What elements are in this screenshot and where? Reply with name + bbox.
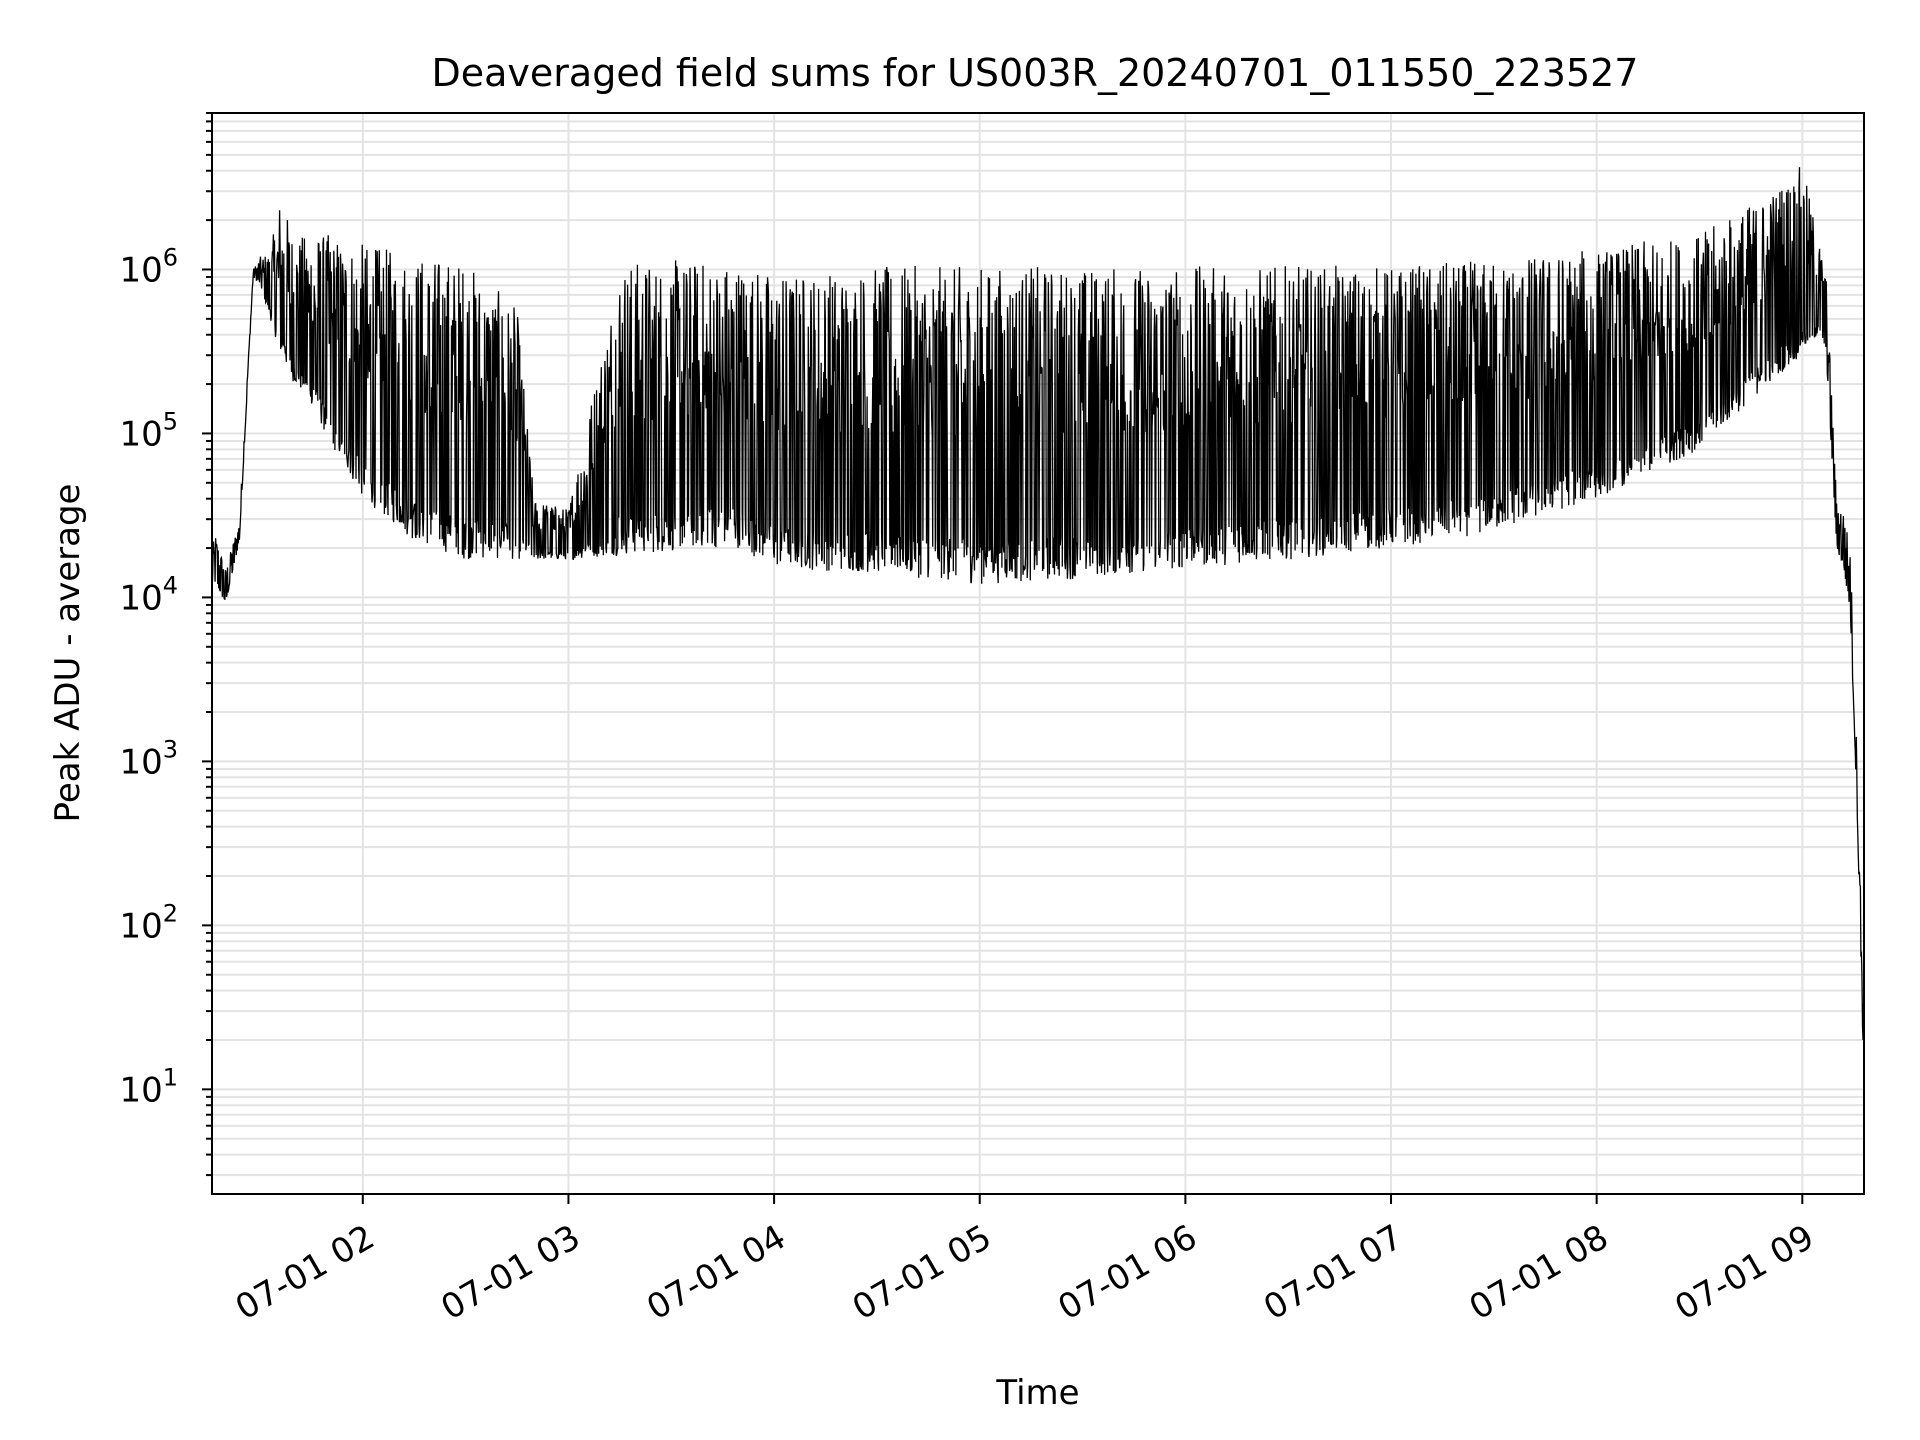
chart-title: Deaveraged field sums for US003R_2024070… bbox=[432, 51, 1639, 95]
series-layer bbox=[211, 167, 1865, 1081]
x-tick-label: 07-01 05 bbox=[846, 1217, 998, 1328]
x-tick-label: 07-01 07 bbox=[1257, 1217, 1409, 1328]
x-tick-label: 07-01 03 bbox=[435, 1217, 587, 1328]
x-tick-label: 07-01 09 bbox=[1668, 1217, 1820, 1328]
y-tick-exponent: 1 bbox=[163, 1063, 178, 1091]
y-tick-exponent: 3 bbox=[163, 735, 178, 763]
x-tick-label: 07-01 02 bbox=[229, 1217, 381, 1328]
x-tick-label: 07-01 08 bbox=[1463, 1217, 1615, 1328]
x-axis-label: Time bbox=[995, 1373, 1079, 1413]
y-axis-label: Peak ADU - average bbox=[48, 484, 88, 823]
x-tick-label: 07-01 04 bbox=[640, 1217, 792, 1328]
y-tick-label: 106 bbox=[119, 243, 178, 290]
y-tick-label: 102 bbox=[119, 899, 178, 946]
y-axis: 101 102 103 104 105 106 bbox=[119, 112, 212, 1177]
y-tick-exponent: 6 bbox=[163, 243, 178, 271]
y-tick-label: 103 bbox=[119, 735, 178, 782]
x-tick-label: 07-01 06 bbox=[1051, 1217, 1203, 1328]
y-tick-label: 104 bbox=[119, 571, 178, 618]
y-tick-label: 101 bbox=[119, 1063, 178, 1110]
y-tick-exponent: 2 bbox=[163, 899, 178, 927]
y-tick-label: 105 bbox=[119, 407, 178, 454]
y-tick-exponent: 5 bbox=[163, 407, 178, 435]
y-tick-exponent: 4 bbox=[163, 571, 178, 599]
x-axis: 07-01 02 07-01 03 07-01 04 07-01 05 07-01 06… bbox=[229, 1194, 1821, 1328]
plot-frame bbox=[211, 112, 1865, 1195]
series-line bbox=[211, 167, 1865, 1081]
